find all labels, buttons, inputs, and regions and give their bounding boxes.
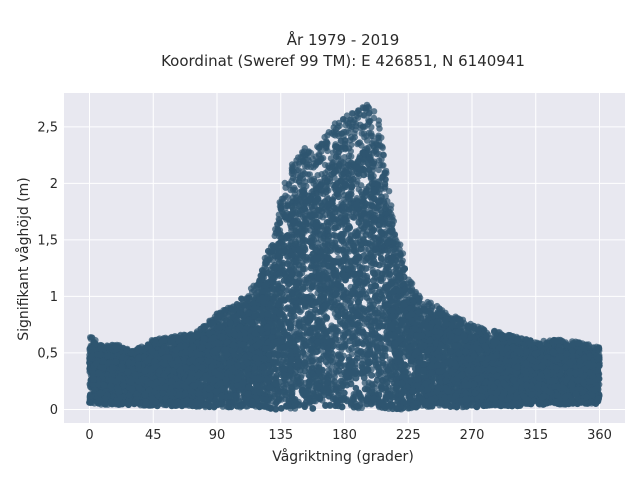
chart-title: År 1979 - 2019	[287, 30, 400, 49]
chart-subtitle: Koordinat (Sweref 99 TM): E 426851, N 61…	[161, 52, 525, 70]
data-point	[376, 117, 382, 123]
data-point	[358, 142, 364, 148]
